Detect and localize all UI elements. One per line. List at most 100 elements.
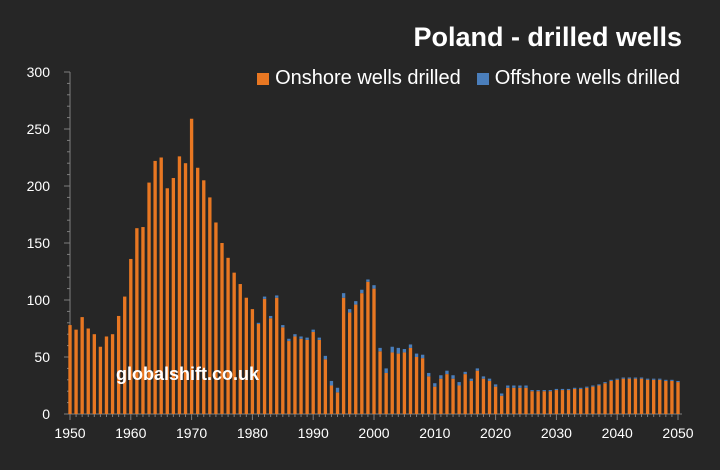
- bar-onshore: [493, 386, 498, 414]
- legend-label-onshore: Onshore wells drilled: [275, 67, 461, 89]
- bar-onshore: [116, 315, 121, 414]
- bar-offshore: [414, 353, 419, 357]
- bar-offshore: [548, 390, 552, 392]
- bar-offshore: [427, 372, 431, 377]
- bar-offshore: [335, 387, 340, 393]
- bar-onshore: [317, 339, 321, 414]
- bar-offshore: [396, 347, 400, 354]
- bar-offshore: [585, 386, 589, 388]
- bar-offshore: [360, 289, 364, 294]
- bar-offshore: [378, 347, 382, 352]
- bar-onshore: [311, 331, 315, 414]
- bar-onshore: [262, 298, 267, 414]
- bar-offshore: [609, 379, 613, 381]
- bar-onshore: [360, 293, 364, 414]
- bar-onshore: [238, 284, 242, 414]
- bar-offshore: [445, 370, 449, 375]
- bar-onshore: [591, 386, 595, 414]
- bar-offshore: [524, 385, 528, 388]
- bar-onshore: [481, 378, 486, 414]
- bar-onshore: [153, 160, 157, 414]
- bar-offshore: [275, 295, 279, 298]
- legend-swatch-offshore: [476, 72, 489, 85]
- bar-onshore: [676, 382, 680, 414]
- x-tick-label: 2000: [358, 425, 389, 441]
- bar-onshore: [670, 380, 674, 414]
- x-tick-label: 2010: [419, 425, 450, 441]
- bar-offshore: [536, 390, 540, 392]
- bar-onshore: [469, 380, 473, 414]
- bar-offshore: [633, 377, 638, 379]
- x-tick-label: 1960: [115, 425, 146, 441]
- bar-onshore: [335, 392, 340, 414]
- bar-onshore: [566, 390, 571, 414]
- bar-offshore: [658, 378, 662, 380]
- bar-onshore: [92, 334, 96, 414]
- bar-offshore: [281, 325, 285, 328]
- bar-offshore: [554, 388, 559, 391]
- bar-onshore: [664, 380, 668, 414]
- bar-onshore: [500, 395, 504, 414]
- bar-onshore: [177, 156, 182, 415]
- bar-onshore: [354, 304, 358, 414]
- bar-onshore: [123, 296, 127, 414]
- bar-offshore: [305, 337, 309, 340]
- bar-onshore: [487, 380, 492, 414]
- bar-onshore: [323, 359, 328, 414]
- bar-onshore: [244, 297, 248, 414]
- bar-offshore: [372, 285, 376, 289]
- bar-onshore: [597, 385, 601, 414]
- bar-offshore: [268, 315, 273, 319]
- watermark: globalshift.co.uk: [116, 364, 260, 384]
- bar-offshore: [591, 385, 595, 387]
- bar-onshore: [378, 351, 382, 414]
- legend-swatch-onshore: [257, 72, 270, 85]
- bar-offshore: [639, 377, 644, 379]
- bar-onshore: [451, 378, 455, 414]
- bar-offshore: [317, 337, 321, 340]
- bar-onshore: [457, 385, 461, 414]
- bar-onshore: [372, 288, 376, 414]
- y-tick-label: 0: [42, 406, 50, 422]
- bar-onshore: [390, 352, 394, 414]
- legend-item-offshore: Offshore wells drilled: [476, 67, 680, 90]
- bar-onshore: [633, 378, 638, 414]
- y-tick-label: 150: [27, 235, 51, 251]
- bar-onshore: [603, 383, 607, 414]
- bar-offshore: [457, 382, 461, 386]
- bar-offshore: [603, 382, 607, 384]
- bar-onshore: [135, 228, 139, 414]
- bar-offshore: [256, 322, 261, 324]
- bar-onshore: [645, 379, 650, 414]
- bar-onshore: [147, 182, 151, 414]
- bar-onshore: [396, 353, 400, 414]
- bar-onshore: [165, 188, 169, 414]
- chart-legend: Onshore wells drilled Offshore wells dri…: [241, 67, 680, 90]
- bar-onshore: [639, 378, 644, 414]
- bar-offshore: [408, 344, 413, 348]
- bar-onshore: [159, 157, 163, 414]
- bar-onshore: [585, 387, 589, 414]
- bar-onshore: [627, 378, 632, 414]
- bar-onshore: [621, 378, 625, 414]
- bar-onshore: [329, 385, 334, 414]
- bar-onshore: [536, 391, 540, 414]
- bar-offshore: [493, 384, 498, 387]
- bar-offshore: [329, 380, 334, 386]
- bar-onshore: [463, 374, 467, 414]
- bar-offshore: [597, 384, 601, 386]
- bar-offshore: [366, 279, 370, 282]
- bar-onshore: [281, 327, 285, 414]
- bar-onshore: [572, 388, 577, 414]
- bar-onshore: [208, 197, 212, 414]
- x-tick-label: 1980: [237, 425, 268, 441]
- bar-onshore: [299, 338, 303, 414]
- bar-onshore: [384, 372, 388, 414]
- bar-onshore: [129, 258, 133, 414]
- bar-offshore: [433, 383, 437, 387]
- bar-onshore: [414, 357, 419, 414]
- bars: [68, 118, 680, 415]
- bar-offshore: [451, 375, 455, 379]
- bar-onshore: [104, 336, 109, 414]
